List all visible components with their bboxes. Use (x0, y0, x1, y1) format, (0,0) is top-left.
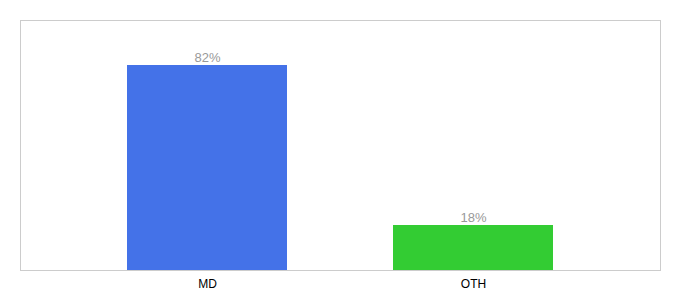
svg-text:18%: 18% (460, 210, 486, 225)
svg-text:82%: 82% (194, 50, 220, 65)
svg-text:MD: MD (198, 277, 217, 291)
svg-text:OTH: OTH (461, 277, 486, 291)
